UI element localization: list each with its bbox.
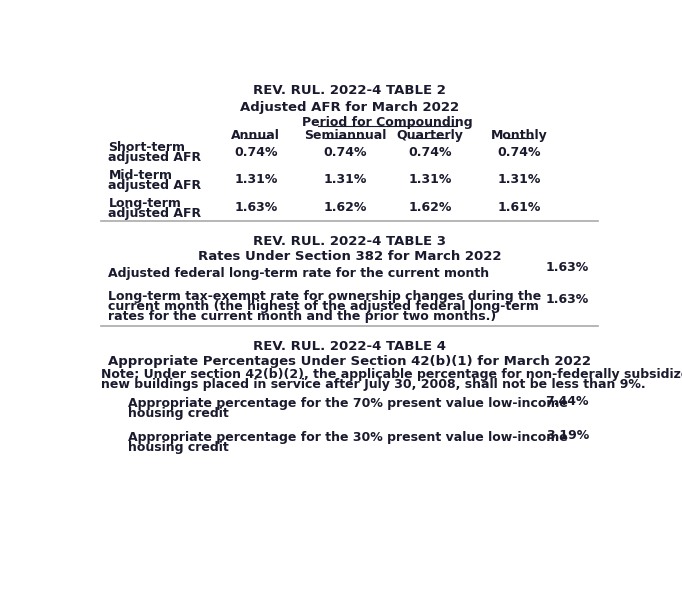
- Text: 1.63%: 1.63%: [546, 261, 589, 274]
- Text: 0.74%: 0.74%: [323, 146, 367, 159]
- Text: Appropriate percentage for the 70% present value low-income: Appropriate percentage for the 70% prese…: [128, 397, 567, 410]
- Text: 0.74%: 0.74%: [409, 146, 452, 159]
- Text: 7.44%: 7.44%: [546, 395, 589, 408]
- Text: 0.74%: 0.74%: [497, 146, 541, 159]
- Text: REV. RUL. 2022-4 TABLE 3: REV. RUL. 2022-4 TABLE 3: [253, 235, 446, 248]
- Text: adjusted AFR: adjusted AFR: [108, 179, 202, 192]
- Text: new buildings placed in service after July 30, 2008, shall not be less than 9%.: new buildings placed in service after Ju…: [101, 378, 645, 390]
- Text: Period for Compounding: Period for Compounding: [302, 117, 473, 129]
- Text: 3.19%: 3.19%: [546, 429, 589, 442]
- Text: rates for the current month and the prior two months.): rates for the current month and the prio…: [108, 310, 496, 322]
- Text: 1.31%: 1.31%: [409, 174, 451, 186]
- Text: current month (the highest of the adjusted federal long-term: current month (the highest of the adjust…: [108, 299, 539, 313]
- Text: Short-term: Short-term: [108, 141, 186, 154]
- Text: Adjusted AFR for March 2022: Adjusted AFR for March 2022: [240, 101, 459, 114]
- Text: Quarterly: Quarterly: [397, 129, 464, 142]
- Text: 1.63%: 1.63%: [546, 293, 589, 306]
- Text: adjusted AFR: adjusted AFR: [108, 151, 202, 164]
- Text: REV. RUL. 2022-4 TABLE 2: REV. RUL. 2022-4 TABLE 2: [253, 84, 446, 97]
- Text: 1.63%: 1.63%: [234, 201, 278, 214]
- Text: Adjusted federal long-term rate for the current month: Adjusted federal long-term rate for the …: [108, 267, 490, 280]
- Text: Annual: Annual: [231, 129, 280, 142]
- Text: housing credit: housing credit: [128, 407, 228, 420]
- Text: 1.31%: 1.31%: [323, 174, 366, 186]
- Text: Long-term tax-exempt rate for ownership changes during the: Long-term tax-exempt rate for ownership …: [108, 290, 542, 302]
- Text: Note: Under section 42(b)(2), the applicable percentage for non-federally subsid: Note: Under section 42(b)(2), the applic…: [101, 367, 682, 381]
- Text: Long-term: Long-term: [108, 197, 181, 209]
- Text: Mid-term: Mid-term: [108, 169, 173, 182]
- Text: housing credit: housing credit: [128, 440, 228, 454]
- Text: Appropriate Percentages Under Section 42(b)(1) for March 2022: Appropriate Percentages Under Section 42…: [108, 355, 591, 368]
- Text: adjusted AFR: adjusted AFR: [108, 206, 202, 220]
- Text: 0.74%: 0.74%: [234, 146, 278, 159]
- Text: 1.62%: 1.62%: [409, 201, 451, 214]
- Text: Monthly: Monthly: [491, 129, 548, 142]
- Text: 1.31%: 1.31%: [234, 174, 278, 186]
- Text: Semiannual: Semiannual: [303, 129, 386, 142]
- Text: 1.31%: 1.31%: [498, 174, 541, 186]
- Text: 1.61%: 1.61%: [498, 201, 541, 214]
- Text: REV. RUL. 2022-4 TABLE 4: REV. RUL. 2022-4 TABLE 4: [253, 340, 446, 353]
- Text: 1.62%: 1.62%: [323, 201, 366, 214]
- Text: Appropriate percentage for the 30% present value low-income: Appropriate percentage for the 30% prese…: [128, 431, 567, 443]
- Text: Rates Under Section 382 for March 2022: Rates Under Section 382 for March 2022: [198, 250, 501, 263]
